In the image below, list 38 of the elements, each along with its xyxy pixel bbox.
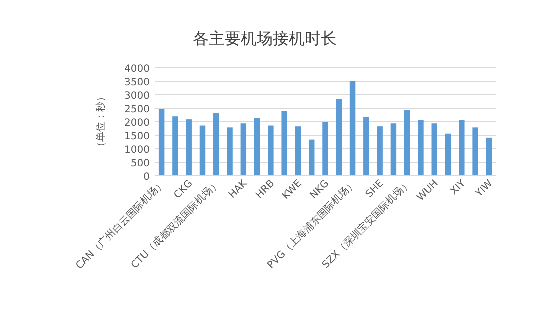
- y-tick-label: 2000: [124, 118, 150, 129]
- bar: [240, 124, 247, 176]
- bar: [268, 126, 274, 176]
- bar: [295, 126, 302, 176]
- x-tick-label: XIY: [448, 178, 469, 198]
- y-tick-label: 1500: [124, 132, 150, 142]
- bar: [432, 124, 438, 176]
- bar: [418, 120, 424, 176]
- y-tick-label: 500: [130, 158, 150, 170]
- bar: [227, 128, 233, 176]
- bar: [282, 111, 288, 176]
- bar: [336, 99, 342, 176]
- bar: [158, 109, 165, 176]
- bar: [186, 120, 192, 176]
- bar: [445, 134, 452, 176]
- bar: [390, 124, 397, 176]
- y-axis-title: （单位：秒）: [95, 92, 107, 152]
- y-tick-label: 1000: [124, 145, 150, 156]
- y-tick-label: 2500: [124, 104, 150, 116]
- bar: [172, 116, 178, 176]
- y-tick-label: 3000: [124, 91, 150, 102]
- bar: [200, 126, 206, 176]
- y-tick-label: 0: [144, 172, 150, 183]
- bar: [254, 118, 260, 176]
- bar: [308, 140, 315, 176]
- bar: [486, 138, 492, 176]
- bar: [377, 126, 383, 176]
- chart-title: 各主要机场接机时长: [193, 29, 337, 48]
- bar: [459, 120, 465, 176]
- bar: [350, 81, 356, 176]
- bar: [404, 110, 410, 176]
- x-tick-label: YIW: [473, 178, 496, 200]
- bar: [472, 128, 478, 176]
- bar: [322, 122, 328, 176]
- bar: [214, 113, 220, 176]
- y-tick-label: 4000: [124, 64, 150, 75]
- y-tick-label: 3500: [124, 78, 150, 88]
- bar: [364, 117, 370, 176]
